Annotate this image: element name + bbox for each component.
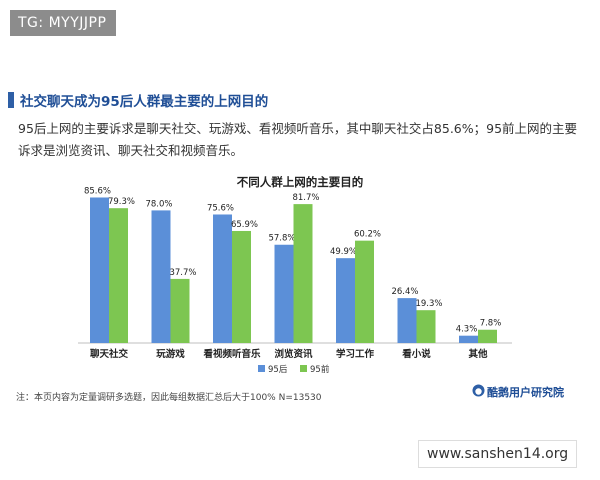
- bar-95qian: [416, 310, 436, 343]
- data-label: 57.8%: [268, 234, 295, 244]
- data-label: 37.7%: [169, 268, 196, 278]
- bar-95hou: [274, 244, 294, 343]
- category-label: 浏览资讯: [274, 348, 313, 360]
- bar-95qian: [293, 204, 313, 343]
- data-label: 26.4%: [391, 287, 418, 297]
- category-label: 学习工作: [336, 348, 375, 360]
- site-tag: www.sanshen14.org: [418, 440, 578, 468]
- data-label: 4.3%: [456, 325, 478, 335]
- legend-swatch: [258, 365, 265, 372]
- data-label: 78.0%: [145, 199, 172, 209]
- bar-95hou: [213, 214, 232, 343]
- penguin-logo-icon: [472, 384, 485, 397]
- bar-95hou: [459, 335, 478, 343]
- description: 95后上网的主要诉求是聊天社交、玩游戏、看视频听音乐，其中聊天社交占85.6%；…: [18, 121, 578, 158]
- report-panel: 社交聊天成为95后人群最主要的上网目的 95后上网的主要诉求是聊天社交、玩游戏、…: [0, 68, 600, 408]
- legend-label: 95后: [268, 364, 288, 375]
- bar-chart: 85.6%79.3% 聊天社交 78.0% 37.7% 玩游戏 75.6% 65.9% 看视频…: [78, 186, 512, 375]
- data-label: 7.8%: [480, 319, 502, 329]
- footnote: 注：本页内容为定量调研多选题，因此每组数据汇总后大于100% N=13530: [16, 393, 322, 403]
- bar-95hou: [151, 210, 171, 343]
- legend-swatch: [300, 365, 307, 372]
- bar-95qian: [478, 329, 497, 343]
- brand-name: 酷鹅用户研究院: [487, 386, 564, 399]
- data-label: 81.7%: [292, 193, 319, 203]
- category-label: 看小说: [402, 348, 431, 360]
- category-label: 看视频听音乐: [203, 348, 261, 360]
- bar-95hou: [397, 298, 417, 343]
- title-accent-bar: [8, 92, 14, 108]
- watermark-tag: TG: MYYJJPP: [10, 10, 117, 36]
- data-label: 19.3%: [415, 299, 442, 309]
- legend-label: 95前: [310, 364, 330, 375]
- category-label: 聊天社交: [90, 348, 129, 360]
- data-label: 65.9%: [231, 220, 258, 230]
- bar-95qian: [170, 278, 190, 343]
- category-label: 其他: [468, 348, 488, 360]
- bar-95hou: [336, 258, 355, 343]
- bar-95qian: [232, 230, 251, 343]
- bar-95qian: [109, 208, 128, 343]
- data-label: 85.6%: [84, 186, 111, 196]
- data-label: 79.3%: [108, 197, 135, 207]
- headline: 社交聊天成为95后人群最主要的上网目的: [20, 94, 269, 110]
- data-label: 75.6%: [207, 203, 234, 213]
- category-label: 玩游戏: [156, 348, 185, 360]
- data-label: 49.9%: [330, 247, 357, 257]
- chart-title: 不同人群上网的主要目的: [236, 175, 364, 189]
- bar-95qian: [355, 240, 374, 343]
- data-label: 60.2%: [354, 230, 381, 240]
- bar-95hou: [90, 197, 109, 343]
